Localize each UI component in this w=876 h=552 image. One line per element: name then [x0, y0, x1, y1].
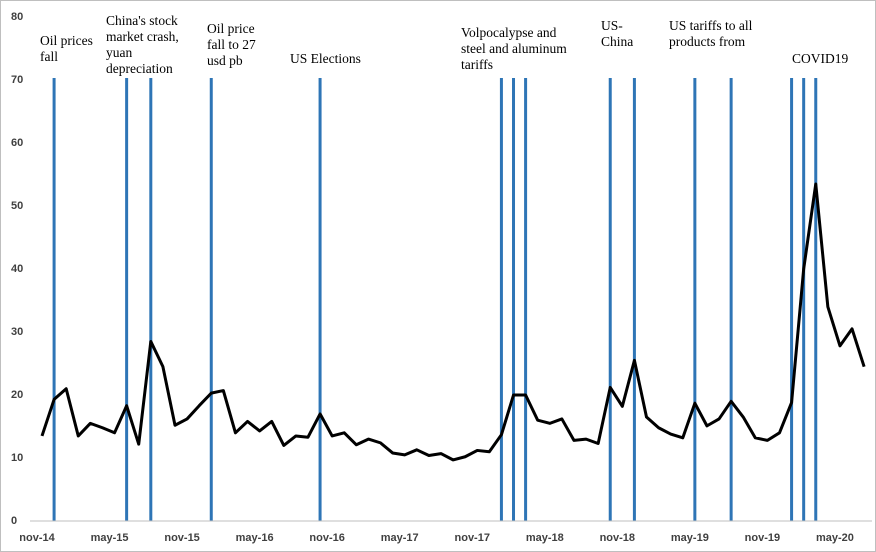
annotation: fall [40, 49, 58, 64]
x-tick-label: nov-17 [455, 532, 490, 544]
annotation: US tariffs to all [669, 18, 753, 33]
y-tick-label: 70 [11, 74, 23, 86]
annotation: fall to 27 [207, 37, 256, 52]
y-tick-label: 60 [11, 137, 23, 149]
x-tick-label: may-15 [91, 532, 129, 544]
annotation: market crash, [106, 29, 179, 44]
y-tick-label: 40 [11, 263, 23, 275]
x-tick-label: nov-19 [745, 532, 780, 544]
y-tick-label: 20 [11, 389, 23, 401]
x-tick-label: nov-14 [19, 532, 55, 544]
annotation: yuan [106, 45, 132, 60]
line-series [40, 182, 866, 462]
annotation: US Elections [290, 51, 361, 66]
x-tick-label: may-16 [236, 532, 274, 544]
annotation: US- [601, 18, 623, 33]
y-tick-label: 50 [11, 200, 23, 212]
annotation: Volpocalypse and [461, 25, 557, 40]
annotation: tariffs [461, 57, 493, 72]
y-tick-label: 30 [11, 326, 23, 338]
annotation: depreciation [106, 61, 173, 76]
annotation: Oil prices [40, 33, 93, 48]
y-tick-label: 10 [11, 452, 23, 464]
x-tick-label: may-18 [526, 532, 564, 544]
x-tick-label: nov-16 [309, 532, 344, 544]
annotation: China's stock [106, 13, 178, 28]
x-tick-label: nov-15 [164, 532, 199, 544]
annotation: COVID19 [792, 51, 848, 66]
annotation: products from [669, 34, 746, 49]
annotation: steel and aluminum [461, 41, 567, 56]
x-tick-label: may-19 [671, 532, 709, 544]
x-tick-label: may-20 [816, 532, 854, 544]
annotation: usd pb [207, 53, 243, 68]
x-tick-label: nov-18 [600, 532, 635, 544]
annotation: China [601, 34, 633, 49]
y-tick-label: 0 [11, 515, 17, 527]
annotation: Oil price [207, 21, 255, 36]
x-tick-label: may-17 [381, 532, 419, 544]
y-tick-label: 80 [11, 11, 23, 23]
